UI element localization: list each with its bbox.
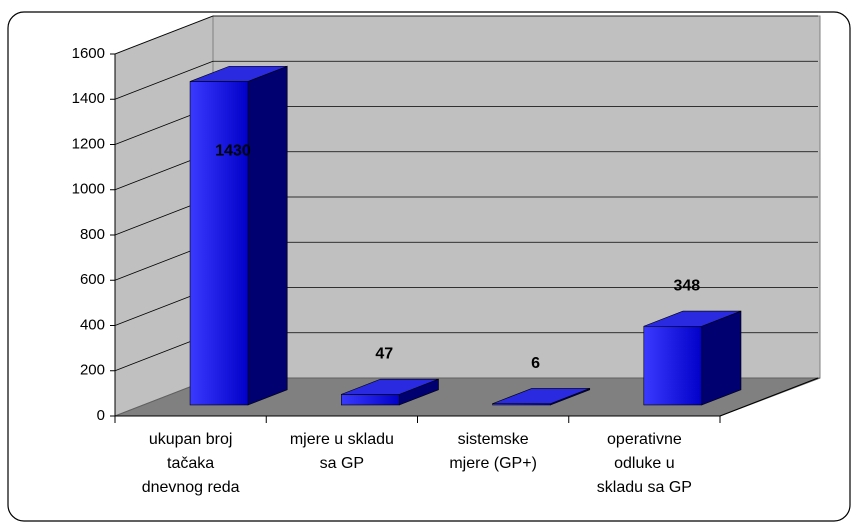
x-tick-label: operativne odluke u skladu sa GP: [596, 431, 692, 496]
y-tick-label: 0: [97, 407, 105, 424]
bar-side: [247, 65, 288, 406]
y-tick-label: 600: [80, 271, 105, 288]
bar-top: [492, 388, 590, 404]
bar-top: [189, 65, 288, 82]
value-label: 47: [375, 346, 393, 363]
value-label: 1430: [215, 143, 251, 160]
bar-top: [341, 378, 439, 395]
grid-line: [114, 60, 214, 100]
y-tick-label: 200: [80, 362, 105, 379]
x-tick-label: sistemske mjere (GP+): [449, 431, 537, 472]
value-label: 348: [673, 277, 700, 294]
bar-side: [701, 310, 742, 406]
bar: [189, 81, 249, 406]
grid-line: [114, 15, 214, 55]
y-tick-label: 1400: [72, 90, 105, 107]
value-label: 6: [531, 355, 540, 372]
y-tick-label: 1000: [72, 181, 105, 198]
floor-edge: [719, 377, 819, 417]
y-tick-label: 400: [80, 316, 105, 333]
y-tick-label: 800: [80, 226, 105, 243]
bar: [340, 394, 400, 406]
bar: [643, 325, 703, 406]
y-tick-label: 1600: [72, 45, 105, 62]
y-tick-label: 1200: [72, 135, 105, 152]
x-tick-label: ukupan broj tačaka dnevnog reda: [141, 431, 240, 496]
x-tick-label: mjere u skladu sa GP: [289, 431, 394, 472]
bar-top: [643, 310, 742, 327]
